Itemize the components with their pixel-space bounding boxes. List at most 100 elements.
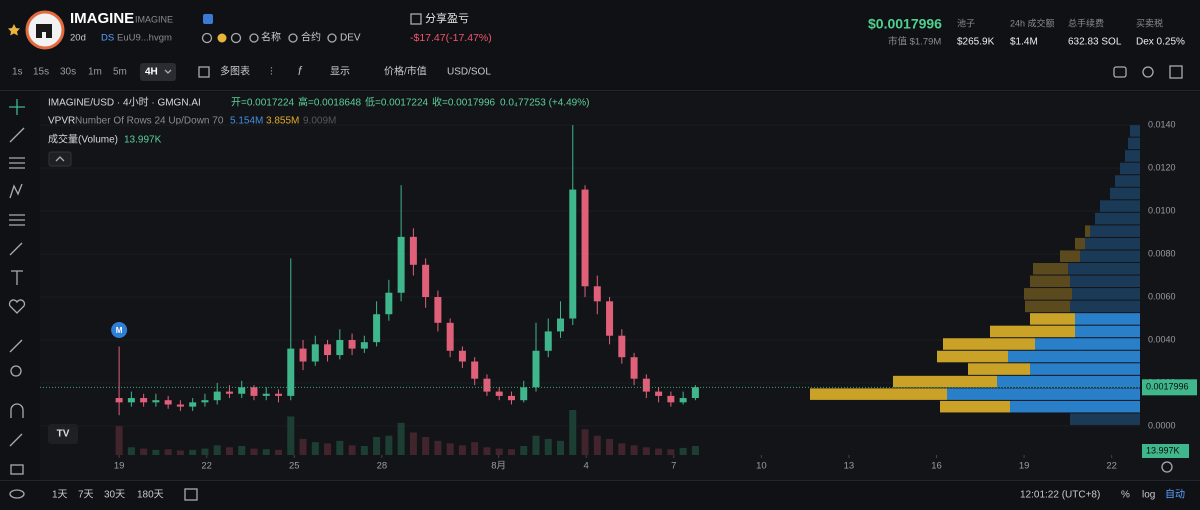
- candle-body: [630, 357, 638, 379]
- share-icon[interactable]: [410, 13, 422, 25]
- search-icon[interactable]: [249, 33, 259, 43]
- address[interactable]: EuU9...hvgm: [117, 33, 172, 44]
- stat-label: 池子: [957, 17, 975, 28]
- search-icon[interactable]: [327, 33, 337, 43]
- indicator-icon[interactable]: ⫶: [270, 66, 273, 78]
- profile-up: [1125, 150, 1140, 162]
- y-tick-label: 0.0060: [1148, 291, 1176, 301]
- fullscreen-icon[interactable]: [1169, 65, 1183, 79]
- profile-up: [1030, 363, 1140, 375]
- interval-button[interactable]: 30s: [60, 67, 76, 78]
- search-icon[interactable]: [288, 33, 298, 43]
- pnl: -$17.47(-17.47%): [410, 32, 492, 44]
- event-marker-label: M: [116, 326, 123, 335]
- profile-down: [937, 350, 1008, 363]
- crosshair-tool[interactable]: [9, 99, 25, 115]
- fx-icon[interactable]: f: [298, 64, 303, 78]
- profile-down: [1024, 288, 1072, 300]
- favorite-tool[interactable]: [8, 299, 26, 314]
- candle-body: [201, 400, 209, 403]
- candle-body: [544, 331, 552, 351]
- log-toggle[interactable]: log: [1142, 490, 1155, 501]
- candle-body: [140, 398, 148, 403]
- volume-bar: [409, 432, 417, 455]
- lock-tool[interactable]: [10, 464, 24, 475]
- profile-up: [1085, 237, 1140, 250]
- event-marker[interactable]: [111, 322, 128, 338]
- dropdown-icon[interactable]: [164, 69, 172, 74]
- toolbar-item[interactable]: 价格/市值: [384, 65, 427, 78]
- icon[interactable]: [230, 32, 242, 44]
- link[interactable]: DEV: [340, 33, 361, 44]
- icon[interactable]: [201, 32, 213, 44]
- profile-down: [1025, 300, 1070, 313]
- screenshot-icon[interactable]: [1113, 66, 1127, 78]
- x-tick-label: 22: [1106, 461, 1117, 472]
- link[interactable]: 合约: [301, 31, 321, 44]
- profile-up: [1035, 338, 1140, 350]
- text-tool[interactable]: [11, 270, 23, 285]
- profile-up: [1095, 212, 1140, 225]
- volume-bar: [569, 410, 577, 455]
- candle-body: [287, 348, 295, 396]
- fib-tool[interactable]: [9, 214, 25, 226]
- brush-tool[interactable]: [9, 242, 23, 256]
- interval-button[interactable]: 1m: [88, 67, 102, 78]
- ohlc-high: 高=0.0018648: [298, 96, 362, 109]
- percent-toggle[interactable]: %: [1121, 490, 1130, 501]
- ruler-tool[interactable]: [9, 339, 23, 353]
- magnet-tool[interactable]: [10, 403, 24, 418]
- last-price-tag: [1142, 379, 1197, 396]
- visibility-tool[interactable]: [9, 489, 25, 499]
- axis-settings[interactable]: [1161, 461, 1173, 473]
- candle-body: [507, 395, 515, 401]
- volume-bar: [360, 446, 368, 455]
- toolbar-item[interactable]: 多图表: [220, 65, 250, 78]
- range-button[interactable]: 180天: [137, 490, 164, 501]
- date-range-icon[interactable]: [184, 488, 198, 501]
- vpvr-down: 3.855M: [266, 116, 299, 127]
- collapse-icon[interactable]: [55, 156, 65, 162]
- favorite-star[interactable]: [7, 24, 20, 36]
- profile-down: [810, 388, 947, 400]
- link[interactable]: 名称: [261, 31, 281, 44]
- volume-bar: [532, 435, 540, 455]
- interval-button[interactable]: 1s: [12, 67, 23, 78]
- pattern-tool[interactable]: [9, 183, 23, 199]
- candle-body: [262, 393, 270, 396]
- candle-body: [127, 398, 135, 403]
- icon[interactable]: [198, 66, 210, 78]
- change: 0.0₄77253 (+4.49%): [500, 98, 589, 109]
- interval-button[interactable]: 4H: [145, 67, 158, 78]
- volume-bar: [373, 437, 381, 455]
- interval-button[interactable]: 5m: [113, 67, 127, 78]
- volume-bar: [115, 426, 123, 455]
- profile-down: [1030, 313, 1075, 325]
- toolbar-item[interactable]: 显示: [330, 66, 350, 78]
- lock-draw-tool[interactable]: [9, 433, 23, 447]
- channel-tool[interactable]: [9, 157, 25, 169]
- range-button[interactable]: 7天: [78, 490, 94, 501]
- range-button[interactable]: 30天: [104, 490, 125, 501]
- profile-down: [1075, 237, 1085, 250]
- candle-body: [164, 400, 172, 405]
- line-tool[interactable]: [9, 127, 25, 143]
- share-button[interactable]: 分享盈亏: [425, 11, 469, 25]
- range-button[interactable]: 1天: [52, 490, 68, 501]
- market-cap: 市值 $1.79M: [888, 36, 941, 48]
- icon[interactable]: [217, 33, 227, 43]
- volume-bar: [422, 437, 430, 455]
- volume-bar: [262, 449, 270, 455]
- volume-bar: [225, 447, 233, 455]
- auto-toggle[interactable]: 自动: [1165, 488, 1185, 501]
- volume-bar: [642, 447, 650, 455]
- zoom-tool[interactable]: [10, 365, 22, 377]
- interval-button[interactable]: 15s: [33, 67, 49, 78]
- toolbar-item[interactable]: USD/SOL: [447, 67, 491, 78]
- profile-up: [1068, 263, 1140, 275]
- collapse-button[interactable]: [48, 151, 72, 167]
- candle-body: [642, 378, 650, 392]
- candle-body: [581, 189, 589, 287]
- settings-icon[interactable]: [1142, 66, 1154, 78]
